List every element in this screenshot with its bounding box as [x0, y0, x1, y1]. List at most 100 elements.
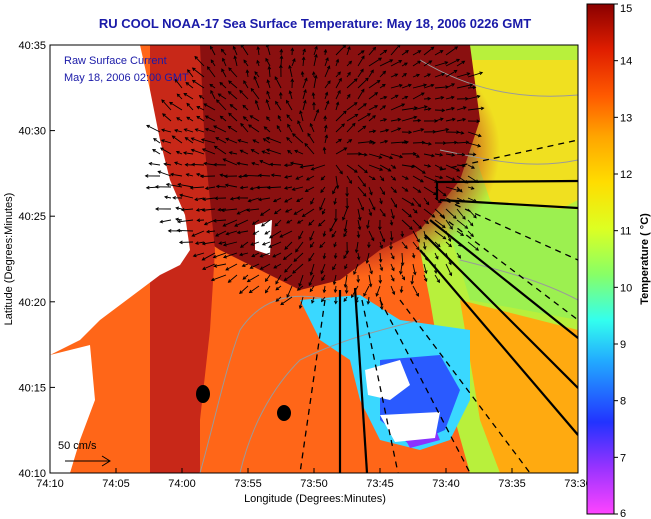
current-vector [284, 208, 293, 213]
current-vector [333, 241, 337, 248]
current-vector [212, 218, 227, 223]
current-vector [225, 263, 238, 271]
current-vector [159, 219, 172, 224]
current-vector [412, 164, 426, 174]
current-vector [412, 140, 426, 145]
current-vector [319, 197, 326, 211]
current-vector [234, 219, 249, 227]
current-vector [249, 115, 260, 122]
current-vector [201, 208, 216, 212]
current-vector [252, 139, 260, 144]
current-vector [284, 197, 293, 203]
current-vector [264, 230, 271, 235]
current-vector [196, 106, 205, 111]
current-vector [259, 263, 271, 270]
offshore-yellow-water [470, 60, 578, 230]
current-vector [379, 105, 387, 111]
current-vector [214, 196, 227, 201]
current-vector [401, 83, 412, 89]
y-axis-label: Latitude (Degrees:Minutes) [3, 193, 15, 326]
current-vector [283, 163, 293, 168]
current-vector [243, 59, 249, 67]
current-vector [265, 99, 271, 111]
current-vector [146, 124, 161, 133]
current-vector [456, 117, 467, 122]
current-vector [301, 56, 306, 67]
current-vector [445, 164, 461, 172]
current-vector [204, 186, 216, 190]
current-vector [423, 208, 436, 218]
current-vector [434, 186, 447, 197]
current-vector [178, 240, 194, 245]
current-vector [194, 128, 205, 133]
current-vector [333, 197, 337, 206]
current-vector [445, 95, 455, 100]
current-vector [313, 45, 318, 56]
current-vector [456, 230, 465, 237]
current-vector [257, 197, 271, 202]
current-vector [423, 107, 432, 111]
current-vector [456, 96, 469, 101]
current-vector [324, 80, 331, 89]
current-vector [307, 132, 315, 144]
current-vector [368, 175, 376, 181]
current-vector [309, 285, 315, 293]
current-vector [311, 296, 315, 304]
current-vector [313, 53, 318, 67]
current-vector [305, 175, 315, 181]
current-vector [379, 70, 387, 78]
current-vector [412, 208, 418, 214]
current-vector [379, 164, 392, 172]
current-vector [379, 296, 384, 311]
current-vector [245, 69, 250, 78]
current-vector [322, 252, 327, 260]
current-vector [242, 104, 249, 111]
current-vector [423, 252, 429, 262]
current-vector [225, 137, 238, 144]
current-vector [291, 133, 304, 144]
colorbar-tick-label: 10 [620, 282, 632, 294]
current-vector [228, 80, 238, 89]
current-vector [434, 61, 449, 67]
current-vector [322, 230, 327, 238]
current-vector [308, 252, 315, 262]
current-vector [357, 208, 362, 221]
current-vector [467, 197, 478, 203]
current-vector [456, 140, 470, 145]
current-vector [302, 77, 308, 89]
x-tick-label: 73:55 [234, 478, 262, 490]
current-vector [144, 174, 161, 178]
current-vector [263, 126, 271, 133]
current-vector [279, 64, 283, 78]
current-vector [456, 252, 461, 259]
current-vector [183, 128, 194, 133]
colorbar [586, 3, 615, 515]
current-vector [390, 197, 398, 208]
current-vector [322, 146, 327, 155]
current-vector [273, 208, 282, 215]
current-vector [434, 108, 446, 113]
current-vector [445, 117, 456, 122]
colorbar-tick-label: 11 [620, 226, 631, 238]
current-vector [290, 78, 295, 89]
current-vector [423, 96, 432, 101]
current-vector [456, 175, 469, 184]
current-vector [434, 117, 444, 122]
x-tick-label: 73:45 [366, 478, 394, 490]
current-vector [357, 152, 368, 157]
current-vector [259, 252, 271, 258]
current-vector [254, 71, 260, 78]
current-vector [434, 175, 444, 180]
current-vector [357, 186, 367, 197]
current-vector [302, 89, 307, 100]
current-vector [320, 175, 326, 181]
current-vector [434, 230, 447, 240]
current-vector [302, 99, 307, 111]
current-vector [467, 71, 484, 78]
current-vector [215, 137, 227, 144]
current-vector [293, 208, 304, 215]
current-vector [331, 230, 337, 238]
x-tick-label: 73:40 [432, 478, 460, 490]
land-mass [50, 45, 190, 355]
current-vector [423, 230, 428, 241]
